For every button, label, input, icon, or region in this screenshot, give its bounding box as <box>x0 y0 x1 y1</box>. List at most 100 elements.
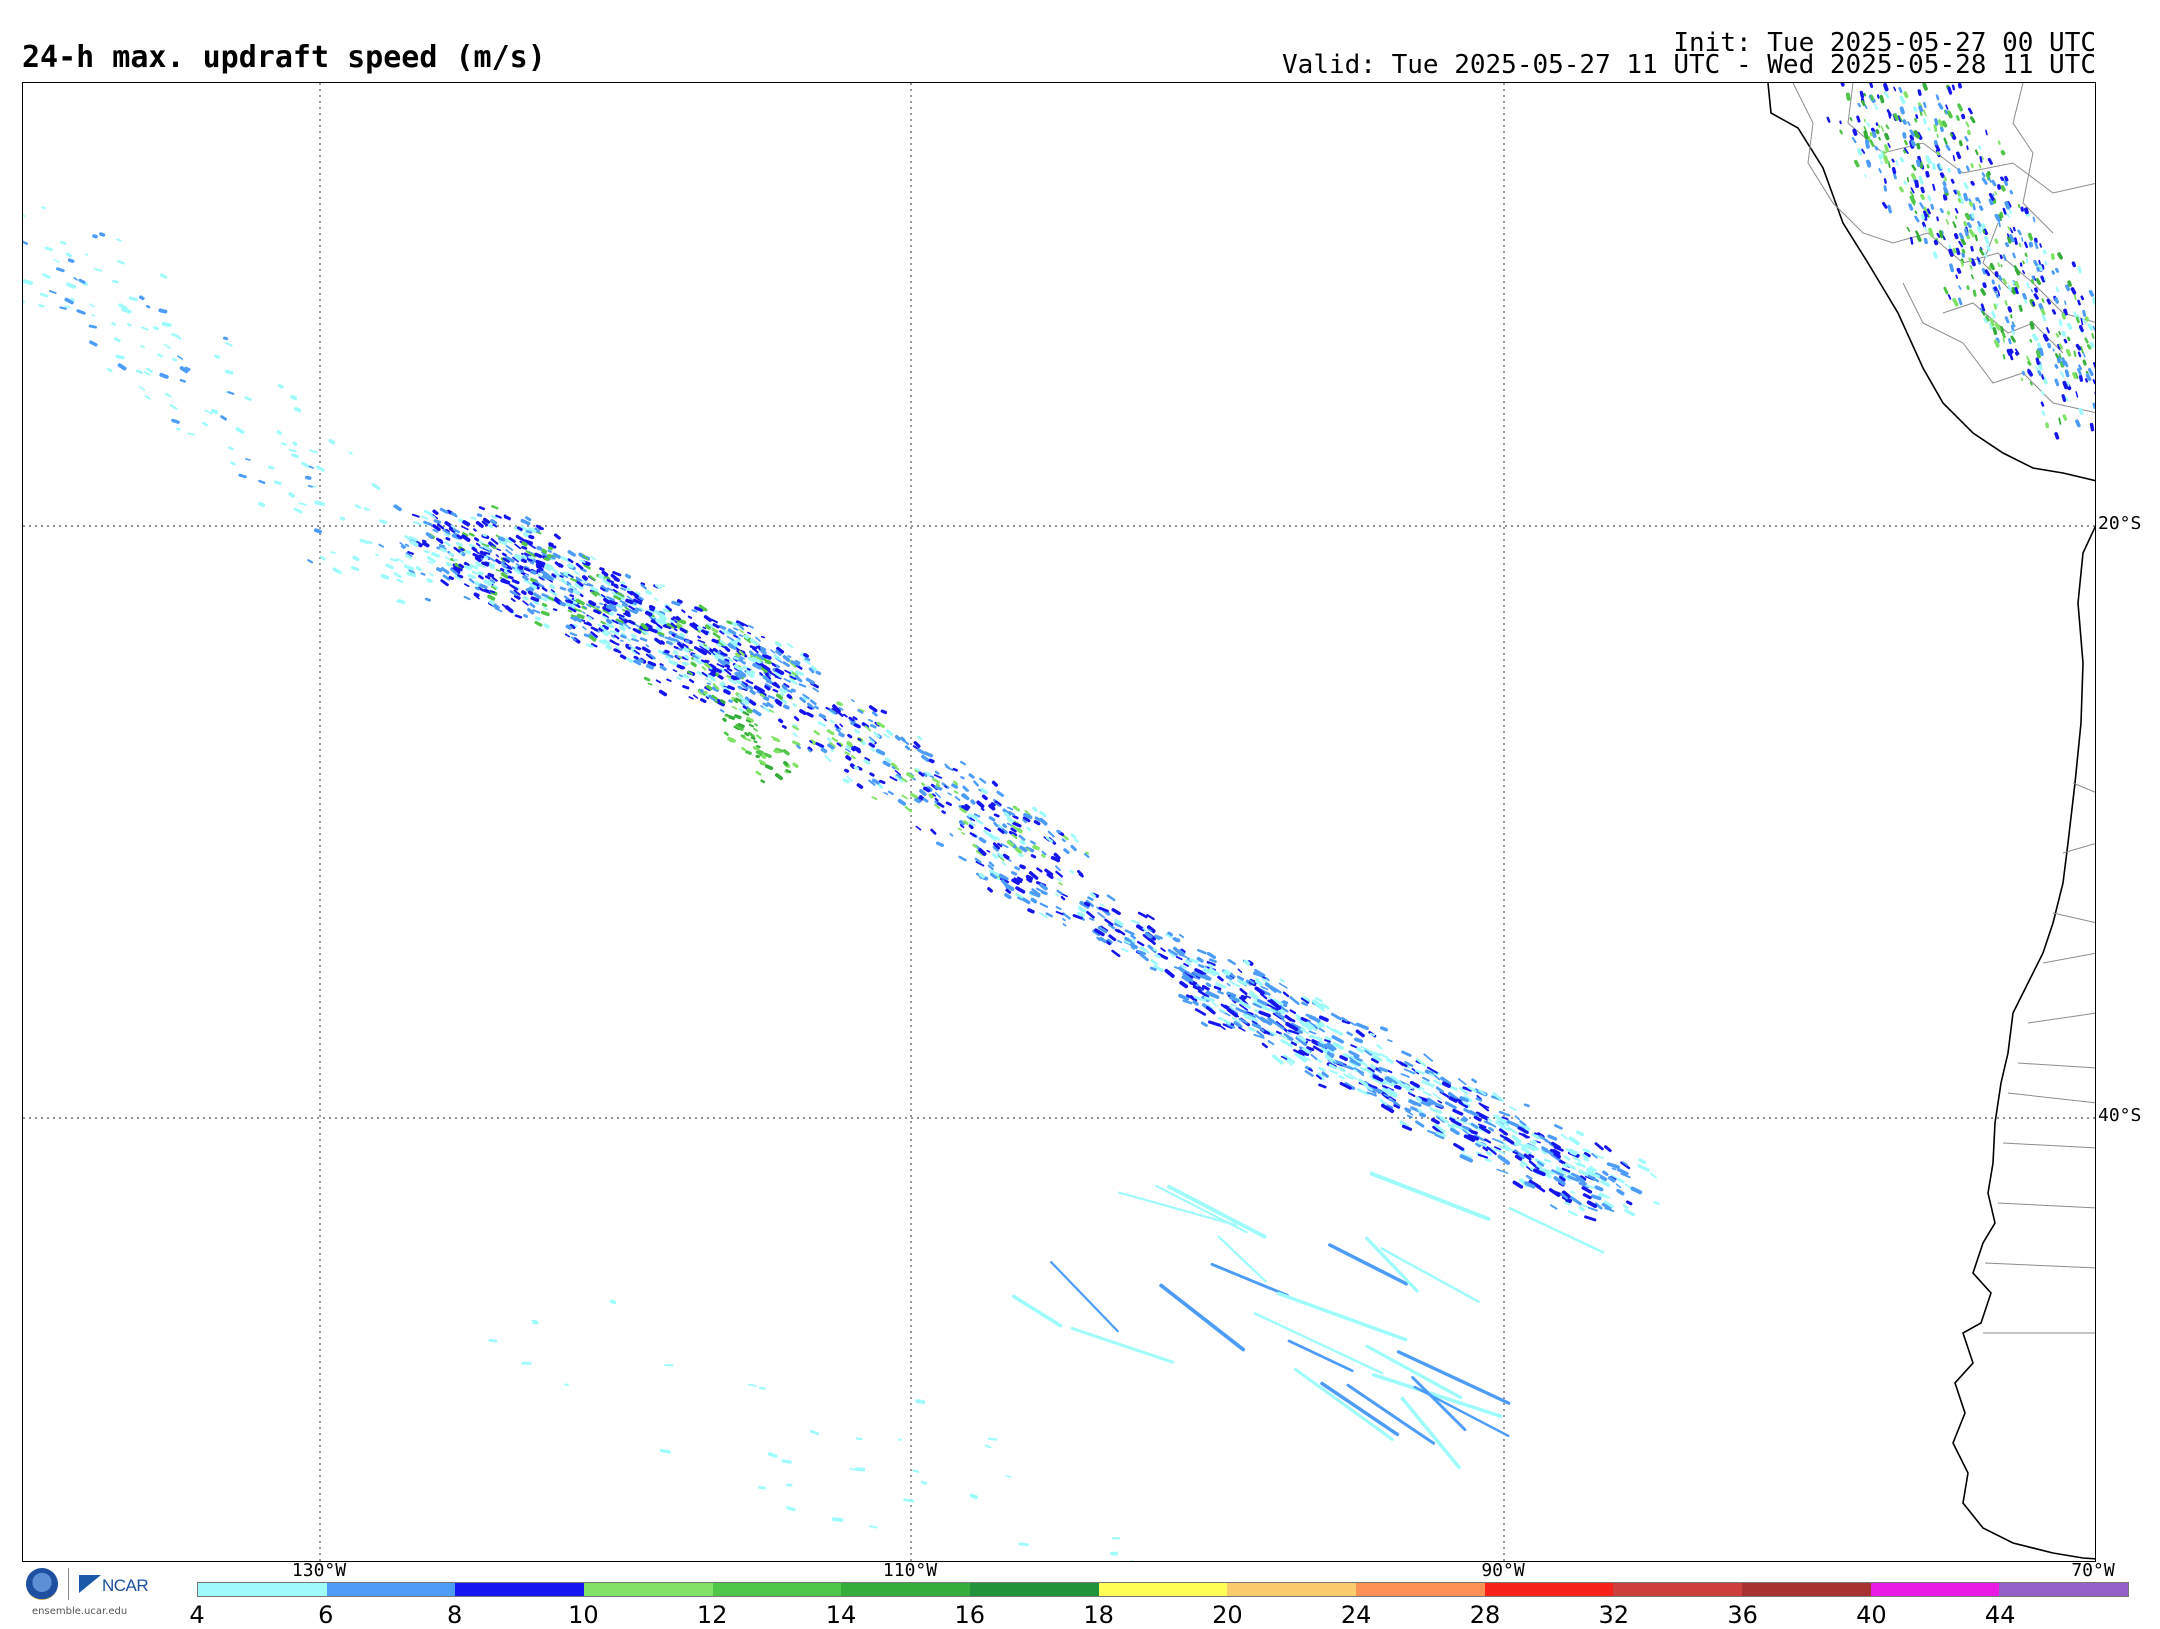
updraft-cell <box>460 565 462 567</box>
updraft-cell <box>1180 935 1183 938</box>
updraft-cell <box>2093 327 2095 331</box>
updraft-cell <box>698 656 701 658</box>
updraft-cell <box>227 372 232 373</box>
updraft-cell <box>1639 1166 1648 1170</box>
updraft-cell <box>2061 372 2064 377</box>
updraft-cell <box>1628 1202 1631 1204</box>
updraft-cell <box>1522 1162 1526 1165</box>
updraft-cell <box>90 326 96 327</box>
updraft-cell <box>749 687 752 689</box>
updraft-cell <box>550 548 552 549</box>
updraft-cell <box>887 759 890 761</box>
updraft-cell <box>1582 1183 1585 1184</box>
updraft-cell <box>459 576 462 577</box>
updraft-cell <box>590 602 594 604</box>
updraft-cell <box>1922 196 1923 199</box>
updraft-cell <box>1889 114 1890 118</box>
updraft-cell <box>785 763 787 764</box>
updraft-cell <box>1976 151 1978 155</box>
updraft-cell <box>750 701 754 704</box>
updraft-cell <box>1939 121 1942 125</box>
updraft-cell <box>1988 247 1990 251</box>
updraft-cell <box>936 799 938 801</box>
updraft-cell <box>2011 236 2014 241</box>
updraft-cell <box>1177 957 1182 959</box>
updraft-cell <box>700 643 704 646</box>
updraft-cell <box>525 615 527 616</box>
updraft-cell <box>1063 924 1065 926</box>
updraft-cell <box>1310 1031 1316 1033</box>
updraft-cell <box>1911 131 1913 135</box>
updraft-cell <box>1204 987 1209 990</box>
updraft-cell <box>658 629 660 631</box>
updraft-cell <box>2038 269 2039 271</box>
updraft-cell <box>490 1340 496 1341</box>
updraft-cell <box>1484 1148 1487 1150</box>
updraft-cell <box>621 641 623 642</box>
updraft-cell <box>422 573 425 574</box>
updraft-cell <box>515 544 520 548</box>
updraft-cell <box>784 751 788 754</box>
color-scale-tick-label: 20 <box>1212 1601 1243 1629</box>
updraft-cell <box>571 633 576 635</box>
updraft-cell <box>1937 134 1938 137</box>
updraft-cell <box>1034 808 1036 810</box>
updraft-cell <box>1056 872 1062 877</box>
updraft-cell <box>797 746 799 748</box>
updraft-cell <box>2009 286 2010 290</box>
updraft-cell <box>458 536 461 538</box>
updraft-cell <box>560 576 563 577</box>
updraft-cell <box>601 569 603 570</box>
updraft-cell <box>1604 1172 1607 1174</box>
updraft-cell <box>923 757 928 761</box>
updraft-cell <box>678 624 682 626</box>
updraft-cell <box>764 704 768 706</box>
ncar-wordmark: NCAR <box>102 1576 148 1596</box>
updraft-cell <box>1982 157 1983 159</box>
updraft-cell <box>1202 1023 1206 1026</box>
updraft-cell <box>1901 158 1903 161</box>
updraft-cell <box>823 750 826 751</box>
updraft-cell <box>422 516 428 519</box>
updraft-cell <box>2010 354 2012 359</box>
color-scale-tick-label: 40 <box>1856 1601 1887 1629</box>
updraft-cell <box>1885 93 1888 98</box>
updraft-cell <box>442 581 448 585</box>
updraft-cell <box>985 828 990 831</box>
updraft-cell <box>1958 153 1960 157</box>
updraft-cell <box>1063 840 1065 842</box>
updraft-cell <box>679 601 681 602</box>
updraft-cell <box>751 691 754 693</box>
updraft-streak <box>1169 1187 1265 1237</box>
updraft-cell <box>1584 1150 1589 1152</box>
updraft-cell <box>845 780 848 782</box>
updraft-cell <box>2075 313 2076 317</box>
updraft-cell <box>922 1482 926 1483</box>
updraft-cell <box>1014 816 1018 818</box>
updraft-cell <box>729 687 734 689</box>
updraft-cell <box>1983 225 1984 228</box>
updraft-cell <box>576 618 581 621</box>
updraft-cell <box>1981 157 1982 161</box>
updraft-cell <box>921 791 925 794</box>
updraft-cell <box>761 695 764 696</box>
updraft-cell <box>721 710 724 712</box>
updraft-cell <box>166 394 171 397</box>
updraft-cell <box>872 797 876 799</box>
updraft-cell <box>1065 850 1068 853</box>
updraft-cell <box>1999 221 2000 227</box>
updraft-cell <box>637 648 640 649</box>
updraft-cell <box>873 713 876 716</box>
updraft-cell <box>852 756 855 758</box>
updraft-cell <box>1261 987 1267 990</box>
updraft-cell <box>1021 847 1026 850</box>
updraft-cell <box>1958 116 1959 119</box>
updraft-cell <box>342 518 344 519</box>
updraft-cell <box>1924 85 1926 89</box>
updraft-cell <box>141 297 143 298</box>
updraft-cell <box>1319 1023 1323 1025</box>
updraft-cell <box>24 281 31 283</box>
updraft-cell <box>373 485 378 489</box>
updraft-cell <box>726 648 728 650</box>
updraft-cell <box>703 667 706 669</box>
